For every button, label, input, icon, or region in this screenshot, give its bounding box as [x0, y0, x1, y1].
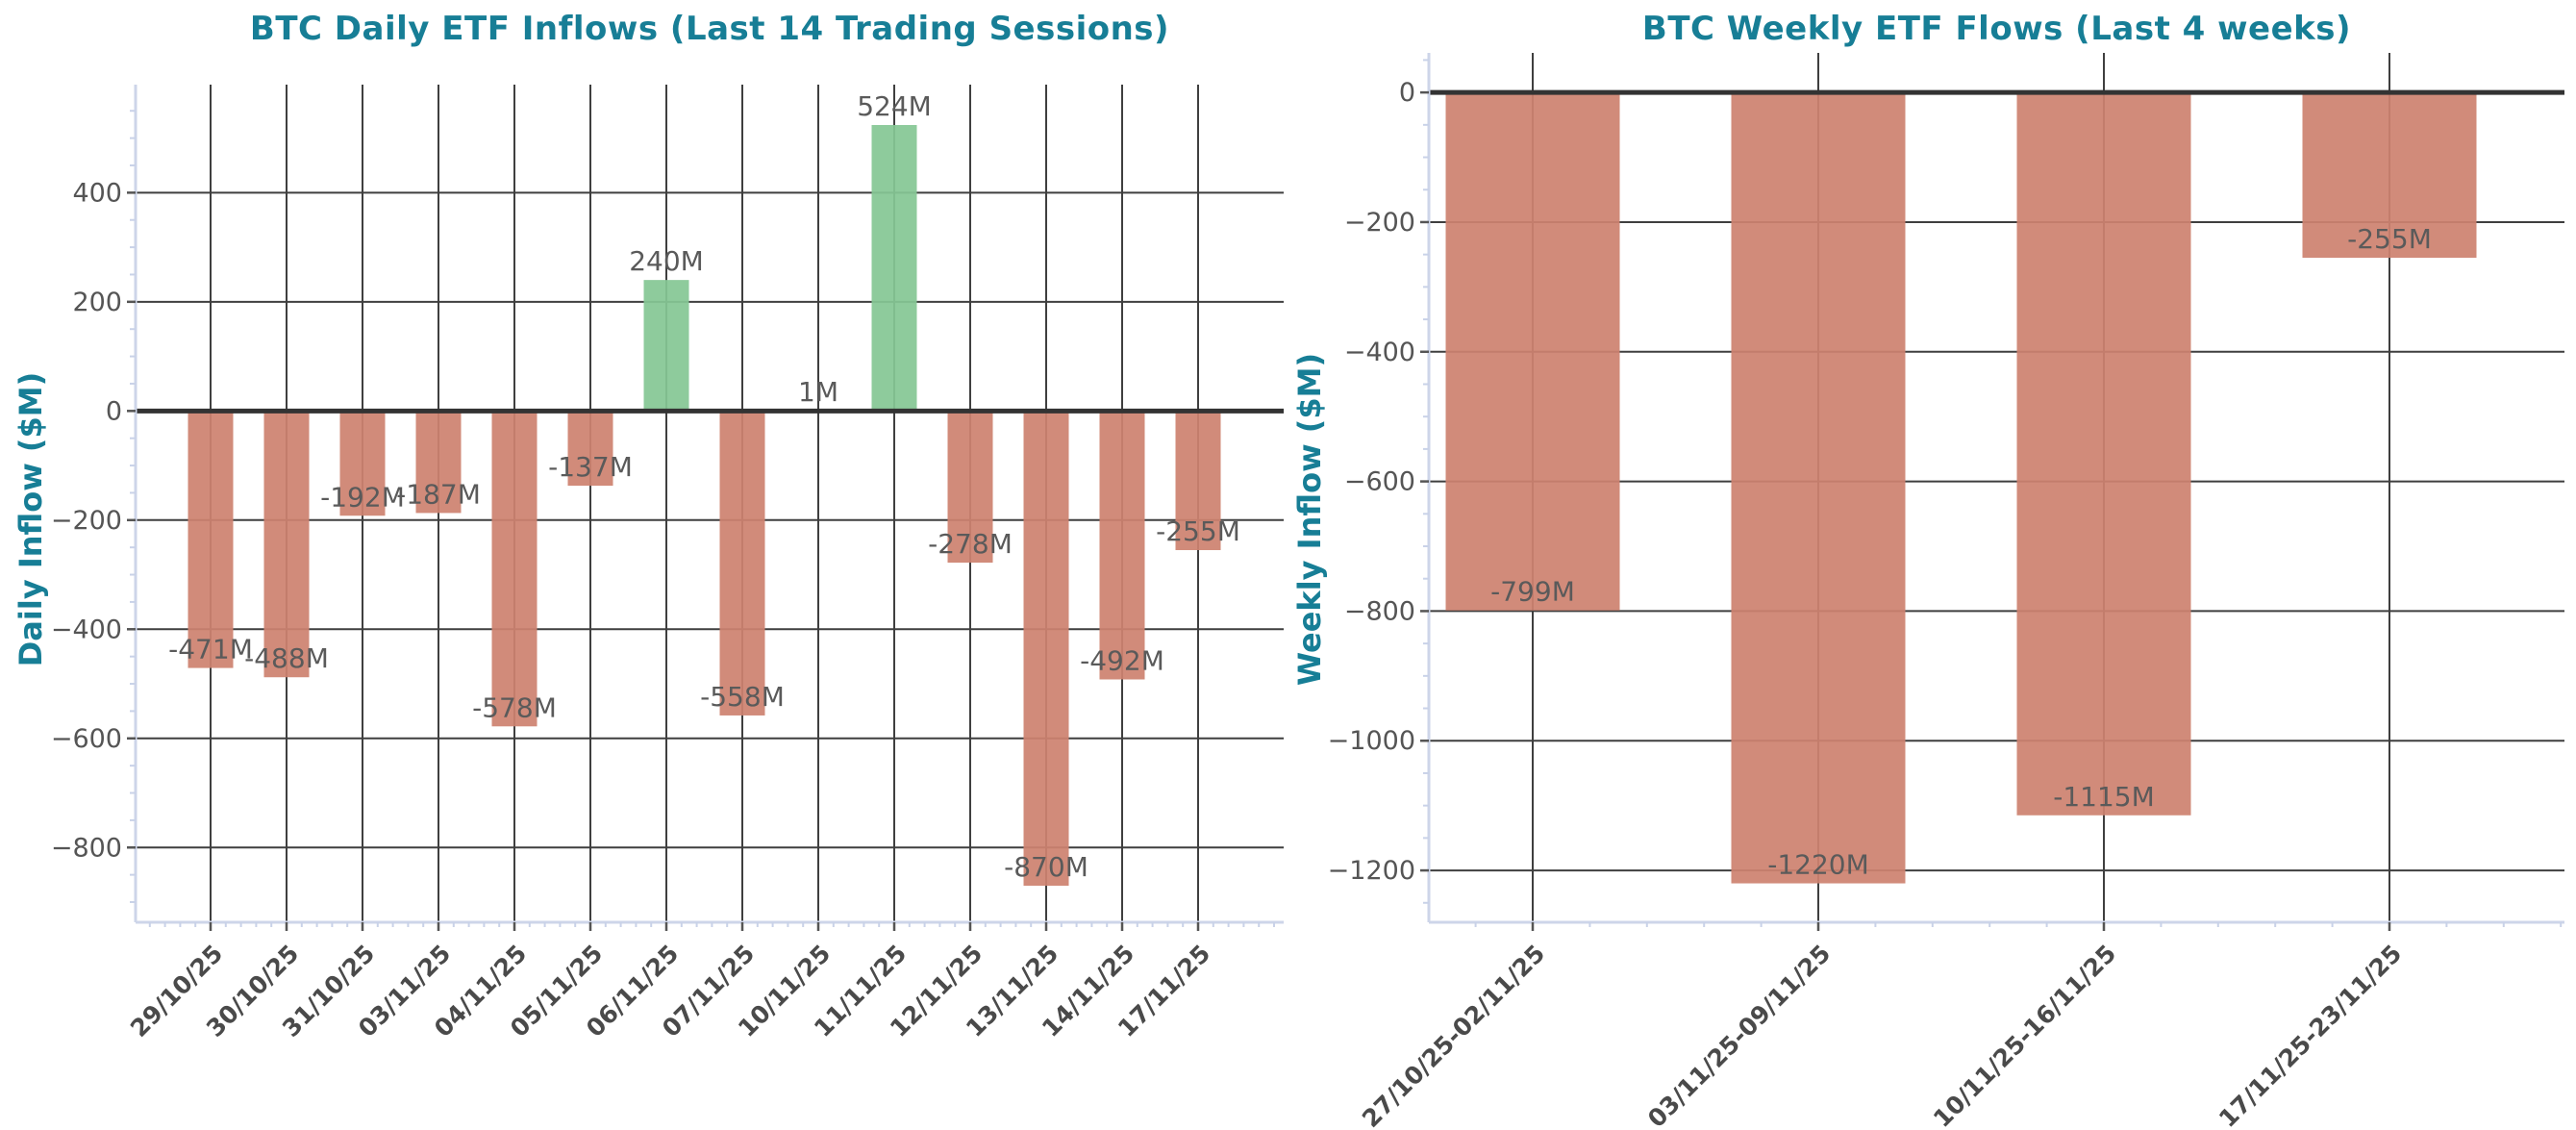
x-tick-label: 17/11/25-23/11/25 [2213, 940, 2407, 1130]
bar-value-label: -870M [1004, 851, 1088, 883]
bar-negative [415, 411, 462, 514]
bar-negative [1023, 411, 1069, 886]
bar-value-label: -192M [320, 481, 405, 513]
x-tick-label: 27/10/25-02/11/25 [1357, 940, 1550, 1130]
bar-negative [2016, 92, 2191, 816]
y-tick-label: −800 [1344, 596, 1415, 626]
weekly-chart-title: BTC Weekly ETF Flows (Last 4 weeks) [1641, 10, 2352, 48]
bar-value-label: -255M [1156, 515, 1240, 547]
y-tick-label: −200 [1344, 208, 1415, 238]
bar-negative [1099, 411, 1145, 680]
bar-value-label: -1220M [1767, 849, 1869, 881]
bar-positive [871, 124, 917, 412]
x-tick-label: 10/11/25-16/11/25 [1928, 940, 2121, 1130]
bar-value-label: -137M [548, 451, 633, 483]
y-tick-label: −600 [51, 724, 122, 754]
y-tick-label: −800 [51, 833, 122, 863]
bar-value-label: -187M [396, 478, 481, 510]
bar-value-label: -799M [1490, 576, 1575, 608]
bar-negative [491, 411, 538, 727]
daily-chart-title: BTC Daily ETF Inflows (Last 14 Trading S… [249, 10, 1170, 48]
bar-value-label: -1115M [2053, 781, 2155, 813]
bar-negative [1445, 92, 1620, 611]
bar-positive [643, 280, 689, 412]
y-tick-label: −200 [51, 506, 122, 536]
weekly-y-axis-label: Weekly Inflow ($M) [1291, 352, 1328, 687]
bar-negative [2302, 92, 2477, 259]
bar-negative [339, 411, 386, 516]
bar-negative [188, 411, 234, 668]
bar-value-label: -558M [700, 681, 785, 713]
y-tick-label: −1200 [1328, 856, 1415, 886]
y-tick-label: −600 [1344, 467, 1415, 497]
daily-y-axis-label: Daily Inflow ($M) [13, 371, 49, 667]
bar-negative [947, 411, 993, 564]
bar-value-label: -578M [472, 691, 557, 723]
y-tick-label: 0 [1399, 78, 1415, 108]
bar-value-label: -492M [1080, 644, 1164, 676]
bar-value-label: 1M [798, 376, 838, 408]
y-tick-label: −400 [51, 615, 122, 644]
y-tick-label: 200 [72, 288, 122, 317]
y-tick-label: 0 [106, 396, 122, 426]
bar-value-label: 240M [629, 245, 704, 277]
x-tick-label: 03/11/25-09/11/25 [1642, 940, 1836, 1130]
y-tick-label: 400 [72, 178, 122, 208]
y-tick-label: −400 [1344, 338, 1415, 367]
bar-negative [1175, 411, 1221, 551]
bar-value-label: -488M [244, 642, 329, 674]
bar-negative [263, 411, 310, 678]
y-tick-label: −1000 [1328, 726, 1415, 756]
bar-value-label: -255M [2347, 223, 2432, 255]
bar-negative [1731, 92, 1906, 884]
bar-value-label: -471M [168, 634, 253, 665]
bar-value-label: 524M [857, 90, 932, 122]
bar-negative [567, 411, 613, 487]
bar-value-label: -278M [928, 528, 1013, 560]
bar-negative [719, 411, 765, 716]
